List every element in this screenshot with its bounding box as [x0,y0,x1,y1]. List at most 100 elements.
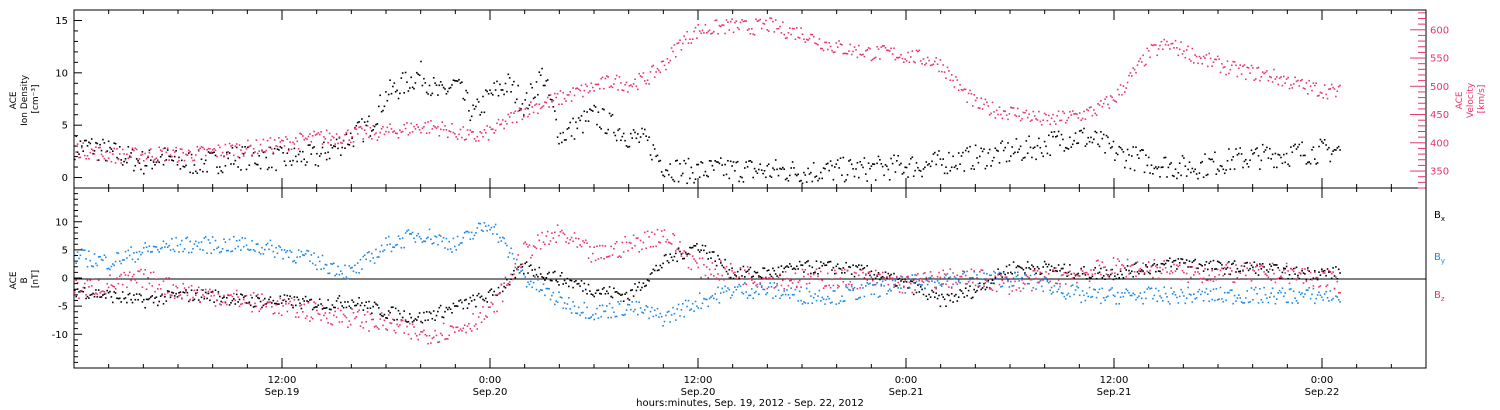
data-point [679,241,681,243]
data-point [1253,261,1256,263]
y-tick-label: 5 [62,121,68,132]
data-point [969,285,971,287]
data-point [252,249,255,251]
data-point [1088,140,1091,143]
data-point [330,144,332,146]
data-point [1174,168,1177,170]
data-point [590,316,593,318]
data-point [155,157,158,159]
data-point [420,331,422,333]
data-point [1302,296,1305,298]
data-point [1152,173,1154,175]
data-point [303,303,305,306]
data-point [454,79,456,82]
data-point [1328,269,1330,272]
data-point [960,275,963,278]
data-point [1297,274,1299,277]
data-point [496,80,498,83]
data-point [76,143,79,145]
data-point [93,150,96,152]
data-point [732,291,735,293]
data-point [452,237,455,240]
data-point [1024,156,1026,159]
data-point [850,285,853,288]
data-point [919,284,922,286]
data-point [438,234,441,236]
data-point [151,295,153,297]
data-point [1152,44,1154,47]
data-point [1276,298,1278,300]
data-point [1063,263,1066,266]
data-point [558,284,560,286]
data-point [586,111,588,113]
data-point [1014,272,1016,274]
data-point [1126,289,1129,292]
data-point [1231,263,1233,266]
data-point [869,282,871,285]
data-point [1325,274,1327,277]
data-point [872,163,874,165]
data-point [503,93,505,96]
data-point [611,254,614,256]
data-point [1260,76,1263,78]
data-point [896,277,898,279]
data-point [772,167,774,169]
data-point [587,257,590,259]
data-point [244,146,246,148]
data-point [666,238,669,241]
data-point [1195,55,1198,58]
data-point [1170,162,1172,164]
data-point [783,290,785,292]
data-point [137,159,139,162]
data-point [835,272,838,275]
data-point [776,168,778,171]
data-point [92,149,94,152]
data-point [777,276,780,279]
data-point [689,253,691,256]
data-point [430,94,432,97]
data-point [309,260,311,262]
data-point [820,171,822,174]
data-point [214,154,217,157]
data-point [133,149,135,152]
data-point [964,287,967,289]
data-point [140,294,142,297]
data-point [1104,299,1106,302]
data-point [292,306,294,309]
data-point [1323,272,1326,274]
data-point [1048,263,1050,266]
data-point [704,274,707,277]
data-point [500,123,503,125]
data-point [1271,287,1274,289]
data-point [1052,291,1054,293]
data-point [1067,271,1070,274]
data-point [898,284,901,286]
data-point [887,283,890,286]
data-point [1059,144,1061,146]
data-point [124,297,127,299]
data-point [942,158,944,160]
data-point [998,273,1001,275]
data-point [396,318,398,321]
data-point [934,286,936,289]
data-point [639,289,642,291]
data-point [258,150,260,152]
data-point [152,301,155,304]
data-point [680,49,683,51]
data-point [538,239,541,242]
data-point [979,285,981,287]
data-point [615,241,618,243]
data-point [967,92,970,95]
data-point [296,256,298,258]
data-point [379,250,381,253]
data-point [713,169,715,171]
data-point [749,266,752,269]
data-point [1101,261,1104,263]
data-point [262,138,265,141]
data-point [742,265,745,268]
data-point [558,103,560,106]
data-point [842,281,845,283]
data-point [810,295,812,297]
data-point [158,283,160,286]
data-point [289,295,291,297]
